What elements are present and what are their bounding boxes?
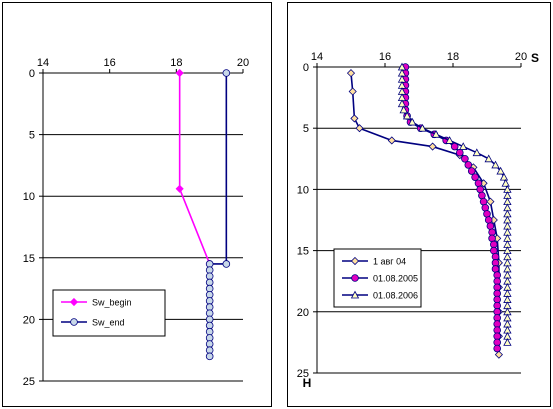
chart1-series-2 (397, 62, 512, 346)
chart1-series-1-point (467, 167, 476, 175)
chart1-series-0-point (350, 114, 359, 123)
chart0-x-tick-label: 14 (37, 57, 49, 69)
chart1-series-0-point (355, 124, 364, 133)
chart1-series-2-point (408, 117, 417, 126)
chart0-series-1-point (205, 352, 214, 361)
chart1-series-1-point (493, 344, 502, 353)
chart1-series-0-point (346, 69, 356, 78)
chart-right-svg: 14 16 18 20 0 5 10 15 20 25 S H 1 авг 04 01.08.2005 01… (297, 51, 539, 390)
chart0-series-0-point (175, 184, 184, 193)
chart0-series-1-point (222, 69, 231, 77)
chart1-series-1-point (474, 179, 483, 188)
chart1-series-2-point (402, 111, 412, 120)
chart0-x-tick-label: 16 (104, 57, 116, 69)
chart0-legend-label: Sw_end (92, 318, 125, 328)
chart1-series-1-point (486, 222, 495, 230)
chart1-series-1-point (476, 185, 485, 194)
chart1-x-tick-label: 20 (515, 51, 527, 63)
chart1-y-tick-label: 15 (297, 246, 309, 258)
chart0-y-tick-label: 20 (23, 314, 35, 326)
chart1-y-axis-label: H (303, 376, 312, 390)
chart1-series-0-point (348, 87, 357, 96)
chart1-legend-swatch-marker (350, 256, 360, 266)
chart1-y-tick-label: 5 (303, 123, 309, 135)
chart1-series-2-point (491, 160, 500, 169)
chart0-series-1-point (222, 260, 231, 268)
chart-panel-right: 14 16 18 20 0 5 10 15 20 25 S H 1 авг 04 01.08.2005 01… (287, 2, 551, 407)
chart0-y-tick-label: 25 (23, 376, 35, 388)
chart0-y-tick-label: 10 (23, 191, 35, 203)
chart1-series-1-point (464, 161, 473, 169)
chart1-legend-swatch-marker (350, 290, 360, 299)
chart-left-svg: 14 16 18 20 0 5 10 15 20 25 Sw_begin Sw_end (23, 57, 249, 388)
chart1-series-2-point (445, 136, 454, 144)
chart1-series-1-point (488, 234, 496, 243)
chart1-series-2-point (484, 154, 493, 163)
chart1-legend-swatch-marker (351, 274, 359, 282)
chart1-series-1-point (461, 155, 469, 163)
chart0-series-0-point (175, 68, 184, 78)
chart1-series-2-point (399, 105, 408, 114)
chart1-legend-label: 01.08.2006 (373, 291, 418, 301)
chart1-y-tick-label: 0 (303, 62, 309, 74)
chart1-series-1-point (479, 197, 488, 206)
chart1-series-0-point (486, 197, 495, 206)
chart1-x-tick-label: 16 (379, 51, 391, 63)
chart1-series-0 (346, 69, 503, 359)
chart1-series-1 (401, 63, 502, 353)
chart1-series-0-point (428, 142, 437, 151)
chart1-series-1-point (456, 148, 464, 157)
chart0-y-tick-label: 15 (23, 253, 35, 265)
chart1-legend-label: 1 авг 04 (373, 257, 406, 267)
chart0-x-tick-label: 20 (237, 57, 249, 69)
chart1-series-1-point (471, 173, 479, 181)
chart1-series-0-point (494, 350, 503, 359)
chart0-legend-label: Sw_begin (92, 298, 132, 308)
chart1-series-1-point (490, 246, 498, 255)
chart1-series-2-point (499, 172, 509, 181)
chart1-x-tick-label: 14 (311, 51, 323, 63)
chart0-series-1 (205, 69, 231, 361)
chart0-y-tick-label: 5 (29, 130, 35, 142)
chart1-series-2-point (397, 99, 407, 108)
chart1-series-2-point (418, 123, 427, 132)
chart1-y-tick-label: 25 (297, 368, 309, 380)
chart1-series-1-point (481, 203, 490, 212)
chart0-y-tick-label: 0 (29, 68, 35, 80)
chart1-series-2-point (472, 148, 481, 157)
chart1-legend-label: 01.08.2005 (373, 274, 418, 284)
chart1-y-tick-label: 10 (297, 184, 309, 196)
chart1-series-0-point (387, 136, 396, 145)
chart1-series-1-point (478, 191, 486, 200)
chart1-legend: 1 авг 04 01.08.2005 01.08.2006 (333, 248, 422, 308)
chart0-series-0 (175, 68, 214, 269)
chart1-x-tick-label: 18 (447, 51, 459, 63)
chart1-y-tick-label: 20 (297, 307, 309, 319)
chart0-legend-box (52, 289, 166, 337)
chart1-series-1-point (484, 216, 493, 224)
chart1-series-1-point (491, 265, 500, 273)
chart0-series-0-line (178, 73, 211, 265)
chart-panel-left: 14 16 18 20 0 5 10 15 20 25 Sw_begin Sw_end (2, 2, 272, 407)
chart1-series-2-point (503, 338, 512, 346)
chart0-legend-swatch-marker (69, 297, 79, 307)
chart1-series-2-point (431, 129, 441, 138)
chart0-x-tick-label: 18 (170, 57, 182, 69)
chart0-legend: Sw_begin Sw_end (52, 289, 166, 337)
chart1-series-0-line (350, 73, 500, 355)
chart0-legend-swatch-marker (70, 318, 78, 326)
chart1-series-2-point (501, 178, 510, 187)
chart1-x-axis-label: S (531, 51, 539, 65)
chart1-series-2-point (496, 166, 505, 175)
chart1-series-2-point (459, 142, 468, 150)
chart1-series-1-point (483, 210, 491, 218)
